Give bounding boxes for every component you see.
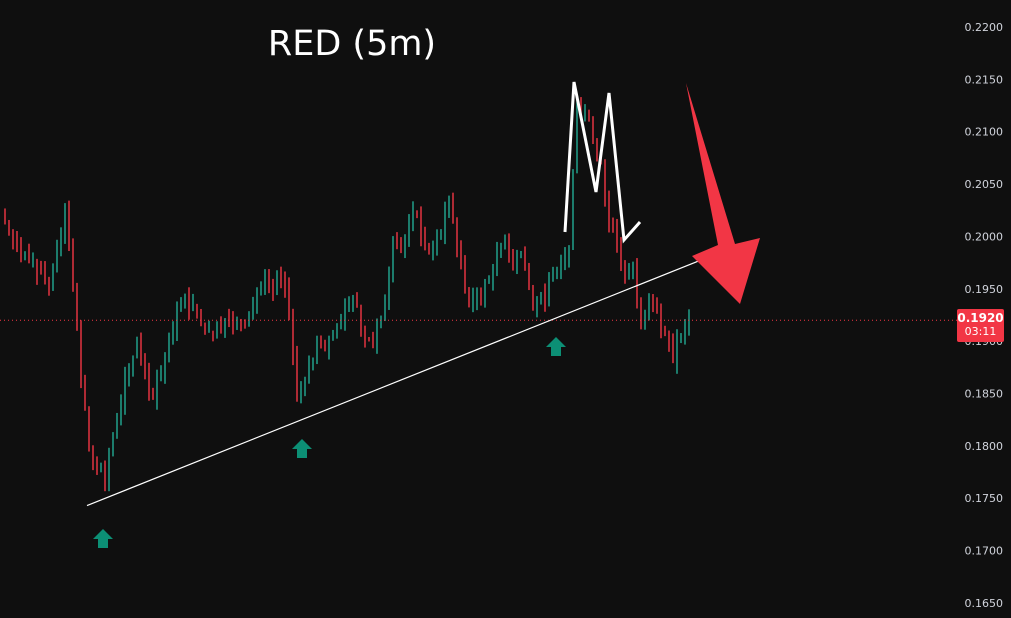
y-tick-label: 0.1950 [965,283,1004,296]
trendline[interactable] [86,257,706,507]
chart-title: RED (5m) [267,24,437,64]
y-tick-label: 0.2200 [965,21,1004,34]
y-tick-label: 0.1850 [965,388,1004,401]
up-arrow-icon[interactable] [93,529,113,548]
current-price-label: 0.1920 03:11 [957,309,1004,342]
current-price-value: 0.1920 [957,311,1004,325]
candle-countdown: 03:11 [964,325,997,338]
y-tick-label: 0.2150 [965,73,1004,86]
y-tick-label: 0.1650 [965,597,1004,610]
up-arrow-icon[interactable] [292,439,312,458]
y-tick-label: 0.1700 [965,545,1004,558]
double-top-annotation[interactable] [563,81,642,244]
down-arrow-icon[interactable] [686,83,760,304]
y-tick-label: 0.2050 [965,178,1004,191]
y-tick-label: 0.1800 [965,440,1004,453]
y-tick-label: 0.2100 [965,126,1004,139]
candles-layer [4,97,690,492]
y-tick-label: 0.2000 [965,230,1004,243]
up-arrow-icon[interactable] [546,337,566,356]
y-tick-label: 0.1750 [965,492,1004,505]
